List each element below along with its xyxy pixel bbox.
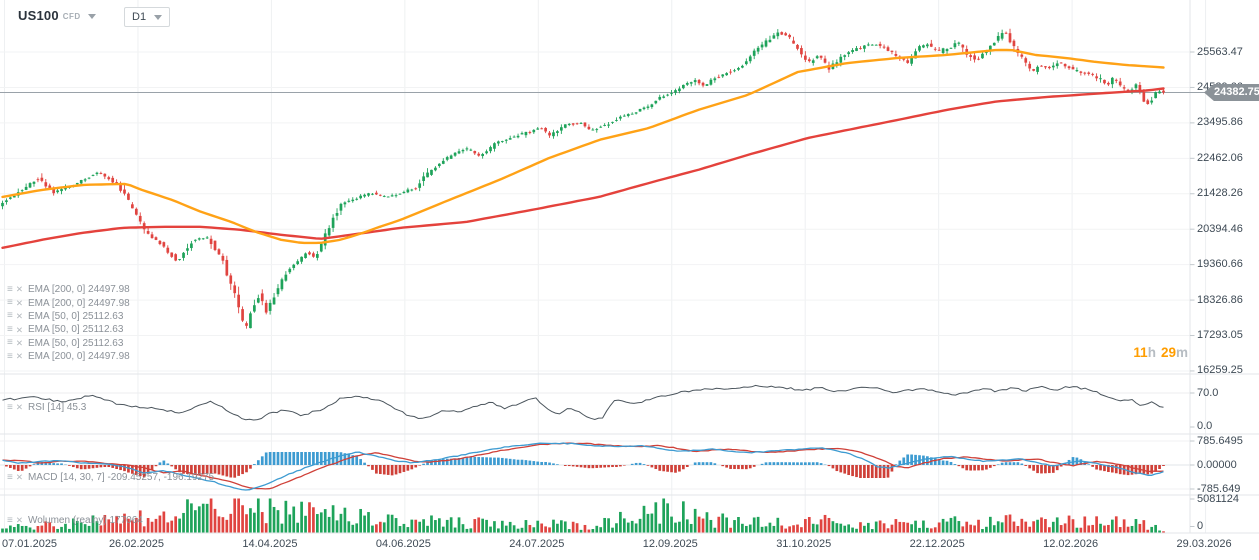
price-tick-label: 21428.26 (1197, 187, 1243, 200)
volume-label: Wolumen (realny) 177064 (27, 515, 143, 527)
grid-layer (0, 0, 1259, 534)
rsi-tick-label: 0.0 (1197, 420, 1213, 432)
indicator-settings-icon[interactable]: ≡ (7, 283, 13, 295)
rsi-panel[interactable] (2, 384, 1164, 421)
ema-indicator-label-row: ≡ ✕ EMA [50, 0] 25112.63 (7, 310, 130, 323)
price-tick-label: 19360.66 (1197, 258, 1243, 271)
indicator-remove-icon[interactable]: ✕ (15, 472, 23, 483)
symbol-name: US100 (18, 8, 59, 23)
indicator-remove-icon[interactable]: ✕ (15, 284, 23, 295)
indicator-settings-icon[interactable]: ≡ (7, 514, 13, 526)
price-tick-label: 18326.86 (1197, 293, 1243, 306)
indicator-settings-icon[interactable]: ≡ (7, 350, 13, 362)
macd-tick-label: 0.00000 (1197, 458, 1237, 471)
macd-signal-line (2, 442, 1164, 490)
volume-bars[interactable] (1, 498, 1165, 533)
price-tick-label: 20394.46 (1197, 222, 1243, 235)
date-tick-label: 12.02.2026 (1043, 538, 1099, 550)
macd-label: MACD [14, 30, 7] -209.45257, -196.19275 (27, 472, 215, 484)
symbol-selector[interactable]: US100 CFD (18, 8, 96, 23)
volume-indicator-label-row: ≡ ✕ Wolumen (realny) 177064 (7, 514, 143, 527)
axis-tick-marks (1190, 51, 1195, 527)
indicator-remove-icon[interactable]: ✕ (15, 324, 23, 335)
date-tick-label: 31.10.2025 (776, 538, 832, 550)
ema200-line (1, 87, 1165, 250)
date-tick-label: 04.06.2025 (375, 538, 431, 550)
countdown-hours-unit: h (1147, 345, 1156, 360)
indicator-settings-icon[interactable]: ≡ (7, 471, 13, 483)
indicator-settings-icon[interactable]: ≡ (7, 401, 13, 413)
price-tick-label: 22462.06 (1197, 151, 1243, 164)
instrument-type-label: CFD (62, 12, 81, 21)
current-price-badge: 24382.75 (1204, 84, 1259, 101)
ema-label: EMA [200, 0] 24497.98 (27, 297, 130, 309)
indicator-remove-icon[interactable]: ✕ (15, 351, 23, 362)
date-tick-label: 29.03.2026 (1176, 538, 1232, 550)
rsi-label: RSI [14] 45.3 (27, 402, 87, 414)
chevron-down-icon (87, 14, 96, 19)
date-tick-label: 12.09.2025 (642, 538, 698, 550)
timeframe-selector[interactable]: D1 (124, 7, 170, 27)
ema-label: EMA [50, 0] 25112.63 (27, 337, 124, 349)
macd-tick-label: 785.6495 (1197, 434, 1243, 447)
candlestick-series (1, 28, 1165, 329)
ema50-line (1, 48, 1165, 245)
date-tick-label: 14.04.2025 (242, 538, 298, 550)
macd-tick-label: -785.649 (1197, 482, 1241, 495)
date-tick-label: 24.07.2025 (509, 538, 565, 550)
ema-label: EMA [200, 0] 24497.98 (27, 351, 130, 363)
ema-label-list: ≡ ✕ EMA [200, 0] 24497.98 ≡ ✕ EMA [200, 0] 24… (7, 283, 130, 363)
indicator-remove-icon[interactable]: ✕ (15, 311, 23, 322)
date-tick-label: 26.02.2025 (108, 538, 164, 550)
indicator-remove-icon[interactable]: ✕ (15, 402, 23, 413)
ema-label: EMA [50, 0] 25112.63 (27, 324, 124, 336)
ema-indicator-label-row: ≡ ✕ EMA [50, 0] 25112.63 (7, 337, 130, 350)
indicator-settings-icon[interactable]: ≡ (7, 310, 13, 322)
countdown-hours: 11 (1133, 345, 1148, 360)
indicator-settings-icon[interactable]: ≡ (7, 297, 13, 309)
indicator-remove-icon[interactable]: ✕ (15, 297, 23, 308)
date-tick-label: 22.12.2025 (909, 538, 965, 550)
macd-line (2, 442, 1164, 491)
indicator-remove-icon[interactable]: ✕ (15, 338, 23, 348)
rsi-tick-label: 70.0 (1197, 386, 1219, 399)
price-tick-label: 23495.86 (1197, 116, 1243, 129)
countdown-minutes-unit: m (1175, 345, 1188, 360)
volume-tick-label: 5081124 (1197, 492, 1240, 505)
macd-indicator-label-row: ≡ ✕ MACD [14, 30, 7] -209.45257, -196.19… (7, 471, 214, 484)
ema-label: EMA [200, 0] 24497.98 (27, 284, 130, 296)
price-tick-label: 25563.47 (1197, 45, 1243, 58)
ema-indicator-label-row: ≡ ✕ EMA [200, 0] 24497.98 (7, 296, 130, 309)
ema-label: EMA [50, 0] 25112.63 (27, 310, 124, 322)
price-tick-label: 17293.05 (1197, 329, 1243, 342)
main-panel[interactable] (0, 28, 1214, 329)
rsi-line (2, 384, 1164, 421)
indicator-settings-icon[interactable]: ≡ (7, 323, 13, 335)
macd-panel[interactable] (2, 442, 1165, 491)
ema-indicator-label-row: ≡ ✕ EMA [200, 0] 24497.98 (7, 350, 130, 363)
ema-indicator-label-row: ≡ ✕ EMA [200, 0] 24497.98 (7, 283, 130, 296)
rsi-indicator-label-row: ≡ ✕ RSI [14] 45.3 (7, 401, 86, 414)
indicator-settings-icon[interactable]: ≡ (7, 337, 13, 349)
volume-tick-label: 0 (1197, 520, 1204, 532)
countdown-minutes: 29 (1160, 345, 1176, 360)
timeframe-value: D1 (132, 11, 147, 23)
price-tick-label: 16259.25 (1197, 364, 1243, 377)
chevron-down-icon (154, 14, 162, 20)
ema-indicator-label-row: ≡ ✕ EMA [50, 0] 25112.63 (7, 323, 130, 336)
date-tick-label: 07.01.2025 (2, 538, 58, 550)
indicator-remove-icon[interactable]: ✕ (15, 515, 23, 526)
candle-countdown: 11h 29m (1133, 345, 1188, 360)
